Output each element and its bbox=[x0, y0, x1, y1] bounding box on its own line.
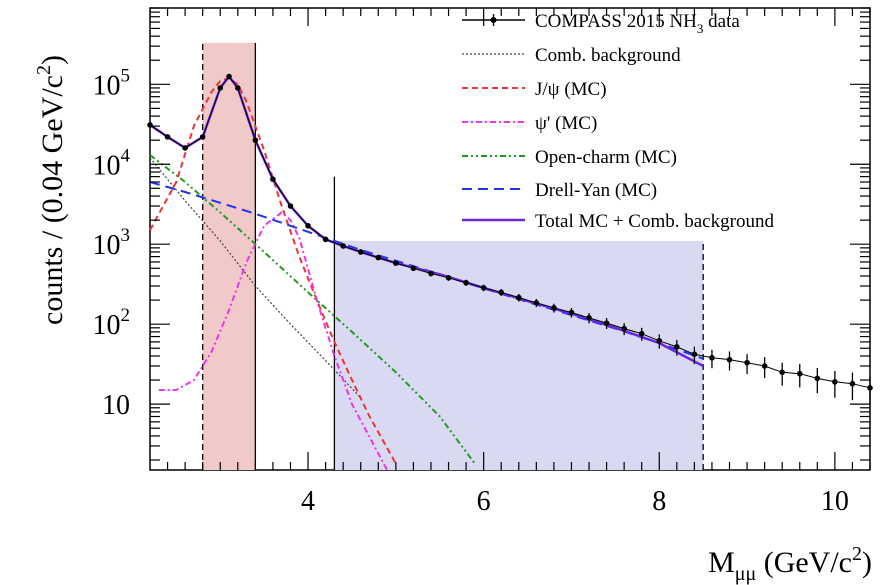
data-point bbox=[226, 73, 232, 80]
data-point bbox=[287, 203, 294, 209]
y-tick-label: 103 bbox=[93, 225, 131, 261]
svg-text:ψ' (MC): ψ' (MC) bbox=[535, 113, 597, 134]
data-point bbox=[480, 284, 487, 292]
data-point bbox=[533, 298, 540, 308]
data-point bbox=[586, 313, 592, 324]
svg-text:Comb. background: Comb. background bbox=[535, 45, 681, 66]
x-tick-label: 10 bbox=[821, 486, 849, 517]
svg-text:Drell-Yan (MC): Drell-Yan (MC) bbox=[535, 180, 657, 201]
data-point bbox=[393, 260, 399, 266]
data-point bbox=[147, 122, 153, 128]
legend-item-comb-background: Comb. background bbox=[462, 45, 681, 66]
data-point bbox=[656, 334, 663, 349]
data-point bbox=[235, 85, 241, 91]
legend-item-jpsi: J/ψ (MC) bbox=[462, 79, 607, 100]
data-point bbox=[779, 362, 785, 386]
data-point bbox=[867, 376, 873, 406]
data-point bbox=[182, 145, 188, 151]
tick-labels: 4 6 8 10 10 102 103 104 105 bbox=[93, 65, 849, 517]
data-point bbox=[445, 275, 452, 281]
y-tick-label: 105 bbox=[93, 65, 131, 101]
svg-text:Total MC + Comb. background: Total MC + Comb. background bbox=[535, 211, 774, 232]
y-tick-label: 102 bbox=[93, 305, 131, 341]
window-regions bbox=[202, 42, 704, 471]
data-point bbox=[551, 303, 557, 313]
data-point bbox=[761, 357, 768, 378]
data-point bbox=[410, 265, 417, 272]
data-point bbox=[849, 372, 856, 401]
drell-yan-window bbox=[334, 240, 704, 470]
y-tick-label: 10 bbox=[102, 390, 130, 421]
x-tick-label: 8 bbox=[652, 486, 666, 517]
data-point bbox=[744, 354, 750, 375]
data-point bbox=[463, 279, 469, 286]
x-axis-label: Mμμ (GeV/c2) bbox=[708, 543, 872, 585]
data-point bbox=[164, 134, 171, 140]
curve-jpsi bbox=[149, 77, 397, 465]
data-point bbox=[621, 323, 627, 336]
curve-psi-prime bbox=[158, 211, 388, 471]
svg-text:J/ψ (MC): J/ψ (MC) bbox=[535, 79, 607, 100]
y-axis-label: counts / (0.04 GeV/c2) bbox=[33, 55, 69, 325]
axis-ticks bbox=[150, 7, 871, 470]
svg-text:Open-charm (MC): Open-charm (MC) bbox=[535, 147, 677, 168]
data-point bbox=[515, 293, 522, 302]
data-point bbox=[322, 236, 329, 243]
curve-open-charm bbox=[149, 154, 476, 465]
data-point bbox=[603, 318, 610, 330]
x-tick-label: 4 bbox=[301, 486, 315, 517]
data-point bbox=[691, 346, 698, 365]
data-points bbox=[147, 73, 873, 406]
data-point bbox=[428, 270, 434, 277]
data-point bbox=[375, 254, 382, 261]
data-point bbox=[252, 137, 259, 143]
data-point bbox=[199, 134, 206, 140]
data-point bbox=[638, 327, 645, 341]
legend-item-open-charm: Open-charm (MC) bbox=[462, 147, 677, 168]
data-point bbox=[796, 363, 803, 388]
legend-item-data: COMPASS 2015 NH3 data bbox=[462, 11, 740, 36]
window-lines bbox=[202, 42, 704, 470]
data-point bbox=[726, 351, 733, 371]
curve-comb-background bbox=[149, 157, 362, 399]
data-point bbox=[498, 289, 505, 297]
legend-item-total-mc: Total MC + Comb. background bbox=[462, 211, 774, 232]
data-point bbox=[357, 249, 364, 255]
legend-item-psi-prime: ψ' (MC) bbox=[462, 113, 597, 134]
y-tick-label: 104 bbox=[93, 145, 131, 181]
x-tick-label: 6 bbox=[477, 486, 491, 517]
legend-item-drell-yan: Drell-Yan (MC) bbox=[462, 180, 657, 201]
data-point bbox=[832, 370, 838, 398]
data-point bbox=[305, 222, 311, 229]
data-point bbox=[340, 243, 346, 249]
data-point bbox=[270, 176, 276, 183]
data-point bbox=[709, 349, 715, 369]
data-point bbox=[217, 85, 224, 91]
svg-text:COMPASS 2015 NH3 data: COMPASS 2015 NH3 data bbox=[535, 11, 740, 36]
legend: COMPASS 2015 NH3 data Comb. background J/ψ… bbox=[462, 11, 774, 232]
data-point bbox=[814, 367, 821, 394]
data-point bbox=[674, 339, 680, 356]
data-point bbox=[568, 308, 575, 318]
